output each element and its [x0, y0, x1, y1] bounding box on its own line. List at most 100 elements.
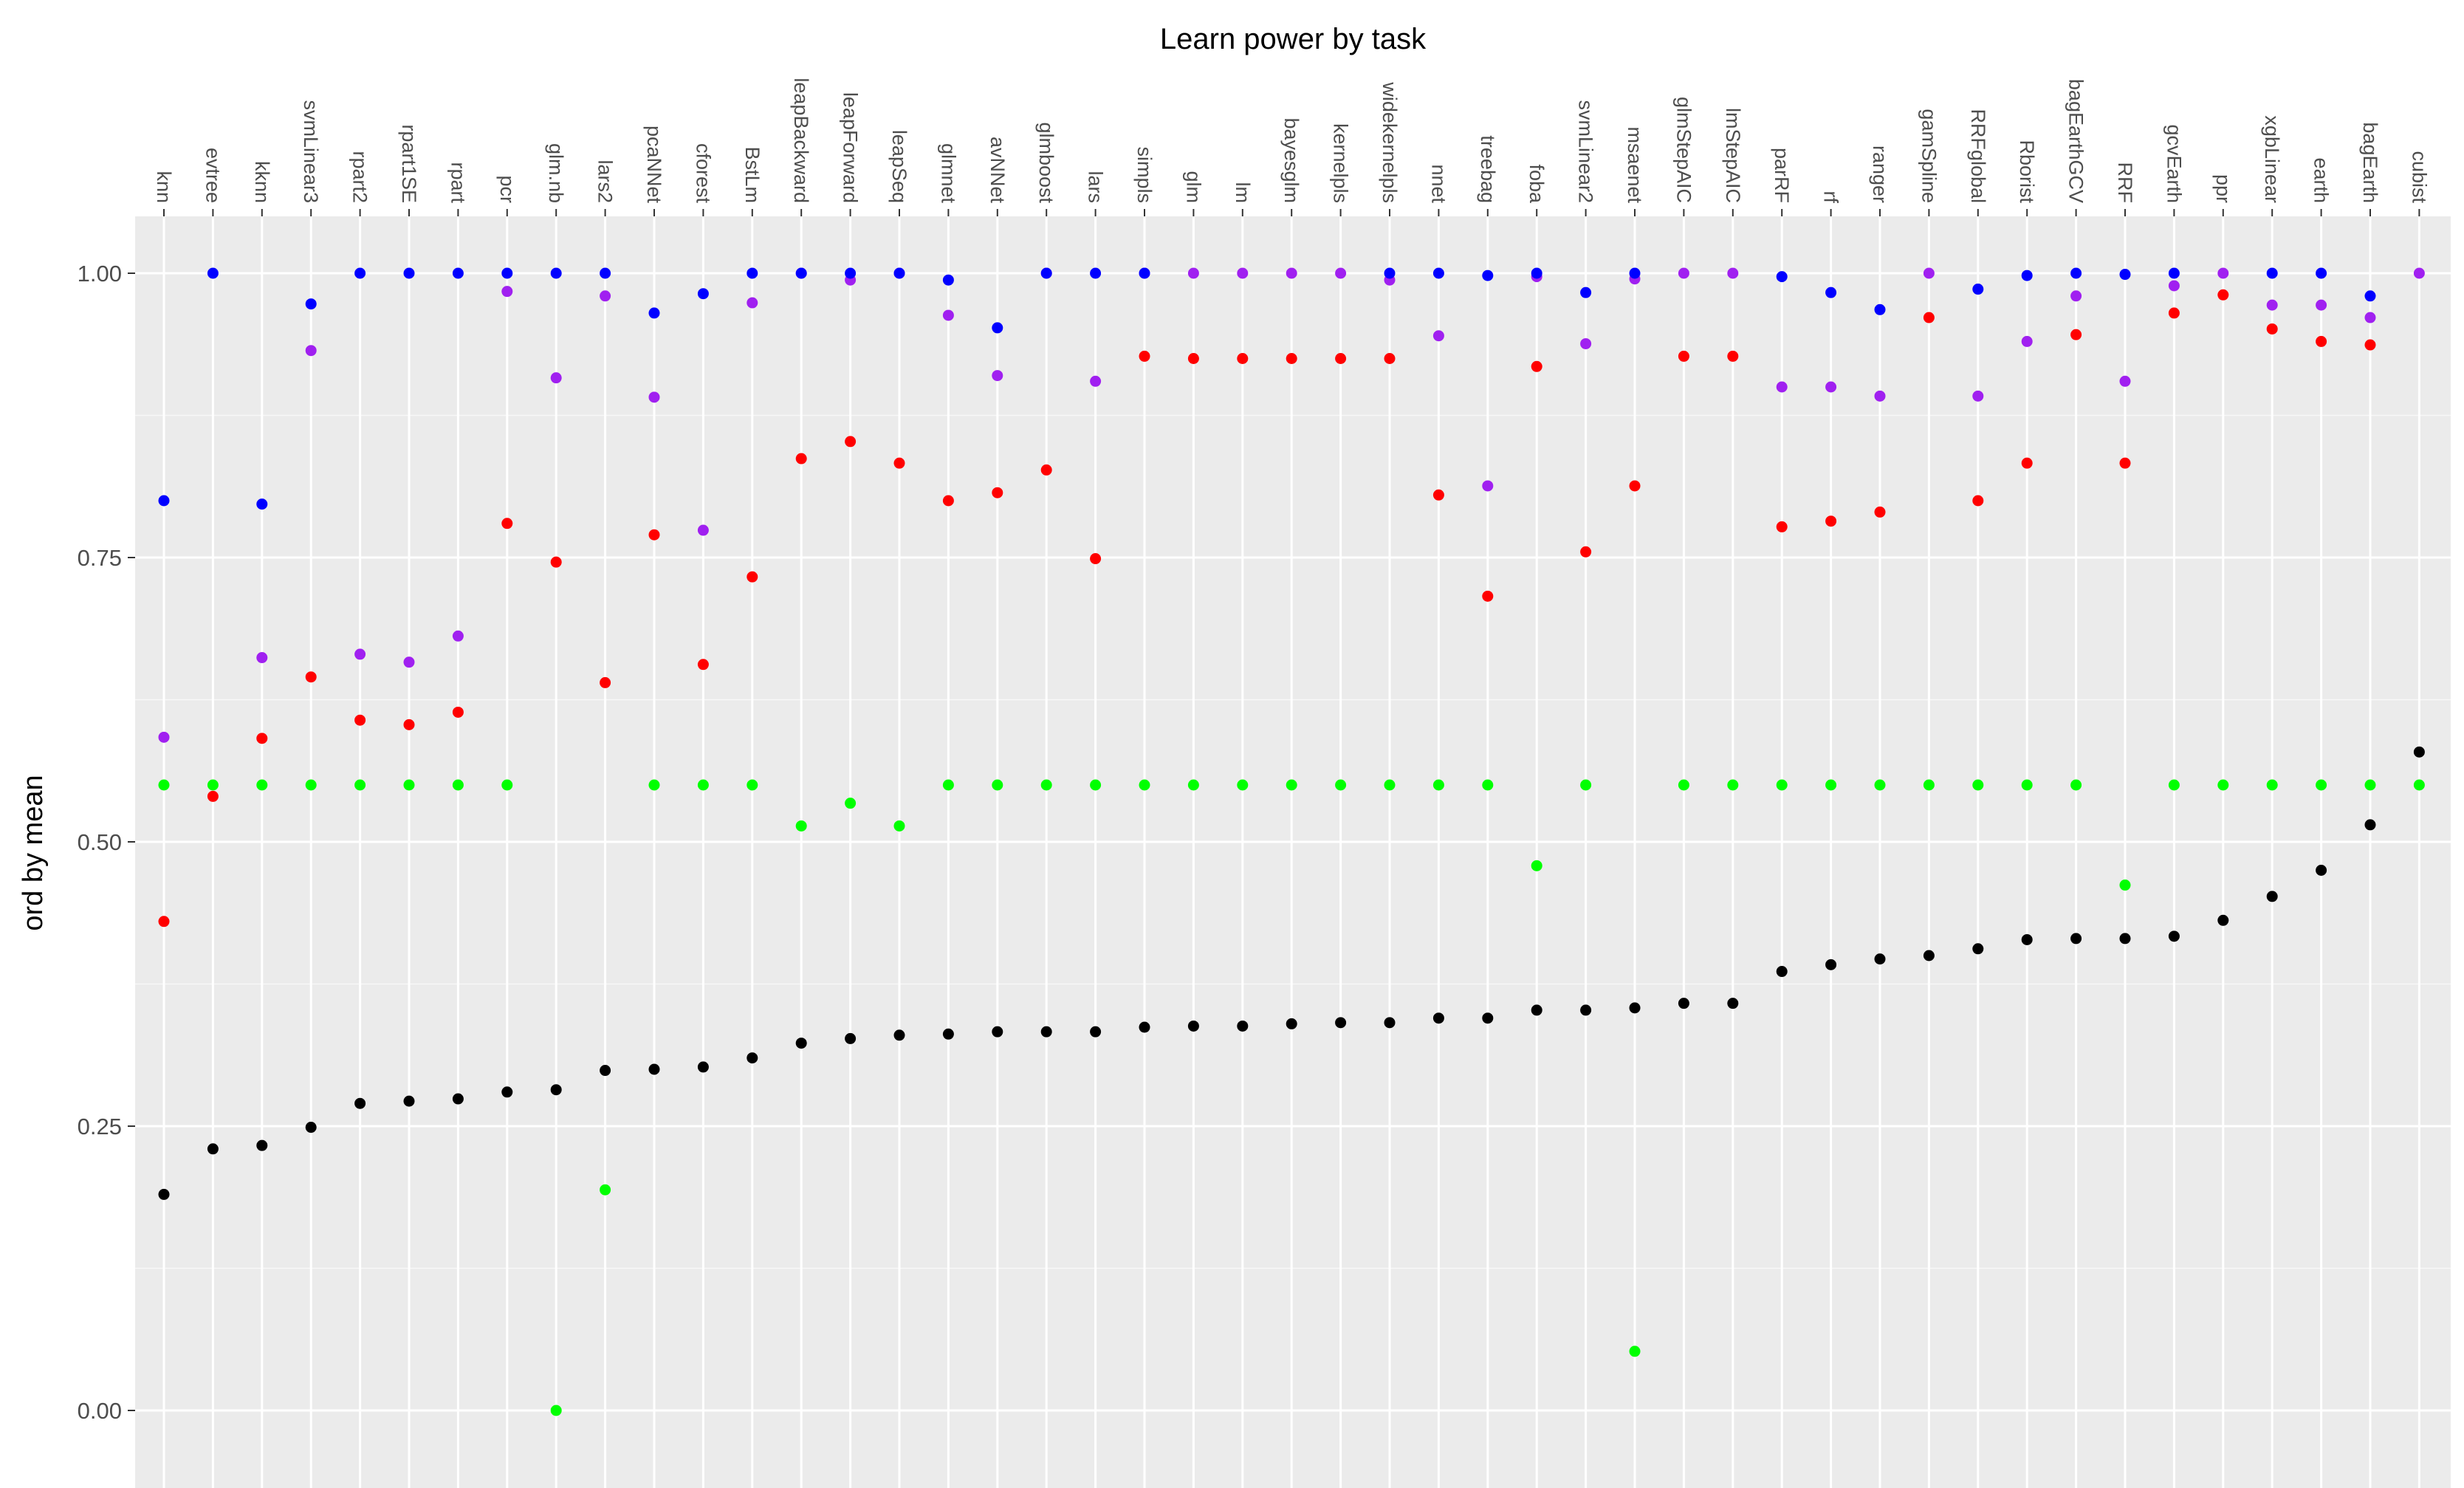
data-point [403, 267, 415, 279]
data-point [158, 1188, 170, 1200]
data-point [1090, 375, 1102, 387]
data-point [1825, 287, 1837, 298]
data-point [2316, 865, 2327, 876]
y-tick-label: 0.25 [78, 1114, 122, 1139]
x-tick-label: lm [1232, 182, 1254, 204]
x-tick-label: rpart1SE [398, 124, 420, 203]
data-point [305, 298, 317, 310]
data-point [1237, 353, 1249, 364]
data-point [1040, 779, 1052, 791]
data-point [1972, 284, 1984, 295]
data-point [550, 556, 562, 568]
data-point [1384, 353, 1396, 364]
x-tick-label: treebag [1477, 135, 1499, 203]
x-tick-label: bayesglm [1280, 117, 1303, 203]
data-point [1040, 464, 1052, 476]
data-point [992, 322, 1003, 334]
data-point [1384, 267, 1396, 279]
data-point [648, 307, 660, 319]
data-point [501, 518, 513, 529]
x-tick-label: svmLinear3 [300, 100, 322, 203]
data-point [2364, 339, 2376, 351]
data-point [1776, 521, 1788, 532]
data-point [845, 1032, 857, 1044]
data-point [992, 487, 1003, 498]
data-point [403, 1095, 415, 1107]
data-point [1874, 390, 1886, 402]
x-tick-label: leapForward [840, 92, 862, 203]
data-point [354, 779, 366, 791]
data-point [305, 671, 317, 683]
data-point [207, 779, 219, 791]
data-point [1139, 1021, 1150, 1033]
data-point [1090, 1026, 1102, 1038]
data-point [1776, 966, 1788, 978]
data-point [1923, 267, 1935, 279]
data-point [2021, 457, 2033, 469]
data-point [1972, 779, 1984, 791]
data-point [452, 267, 464, 279]
data-point [1482, 270, 1494, 281]
y-axis: 0.00 0.25 0.50 0.75 1.00 [78, 261, 135, 1424]
data-point [158, 779, 170, 791]
data-point [1090, 553, 1102, 565]
data-point [1040, 267, 1052, 279]
data-point [1825, 381, 1837, 393]
data-point [1286, 779, 1297, 791]
x-axis: knn evtree kknn svmLinear3 rpart2 rpart1SE rpa… [153, 78, 2430, 216]
data-point [845, 436, 857, 448]
data-point [1727, 998, 1739, 1009]
data-point [1040, 1026, 1052, 1038]
data-point [1678, 267, 1689, 279]
x-tick-label: lmStepAIC [1722, 108, 1744, 203]
x-tick-label: RRFglobal [1967, 109, 1989, 203]
data-point [1237, 267, 1249, 279]
data-point [1286, 267, 1297, 279]
x-tick-label: glmnet [937, 143, 959, 204]
data-point [207, 1143, 219, 1155]
x-tick-label: Rborist [2016, 140, 2038, 203]
data-point [2266, 323, 2278, 335]
data-point [1482, 779, 1494, 791]
data-point [2168, 267, 2180, 279]
data-point [452, 1093, 464, 1105]
data-point [1187, 353, 1199, 364]
x-tick-label: simpls [1133, 146, 1156, 203]
x-tick-label: bagEarthGCV [2065, 79, 2087, 203]
data-point [1825, 515, 1837, 527]
data-point [1776, 381, 1788, 393]
data-point [1335, 267, 1347, 279]
data-point [256, 779, 268, 791]
data-point [2021, 335, 2033, 347]
data-point [1531, 360, 1542, 372]
y-axis-label: ord by mean [18, 775, 49, 930]
data-point [1335, 353, 1347, 364]
data-point [256, 1139, 268, 1151]
data-point [550, 372, 562, 384]
x-tick-label: bagEarth [2359, 122, 2381, 203]
data-point [1678, 350, 1689, 362]
data-point [158, 495, 170, 507]
data-point [1432, 267, 1444, 279]
data-point [2021, 933, 2033, 945]
data-point [1776, 271, 1788, 283]
data-point [942, 495, 954, 507]
data-point [1237, 1020, 1249, 1032]
data-point [2119, 375, 2131, 387]
x-tick-label: pcr [496, 175, 518, 203]
data-point [256, 652, 268, 664]
data-point [207, 267, 219, 279]
data-point [1090, 779, 1102, 791]
data-point [2168, 280, 2180, 292]
data-point [2070, 933, 2082, 944]
x-tick-label: kernelpls [1330, 123, 1352, 203]
data-point [893, 267, 905, 279]
x-tick-label: leapBackward [790, 78, 812, 203]
data-point [452, 706, 464, 718]
data-point [452, 630, 464, 642]
data-point [1923, 950, 1935, 961]
data-point [893, 820, 905, 832]
x-tick-label: rpart [447, 162, 469, 203]
x-tick-label: gcvEarth [2163, 124, 2185, 203]
data-point [2316, 335, 2327, 347]
